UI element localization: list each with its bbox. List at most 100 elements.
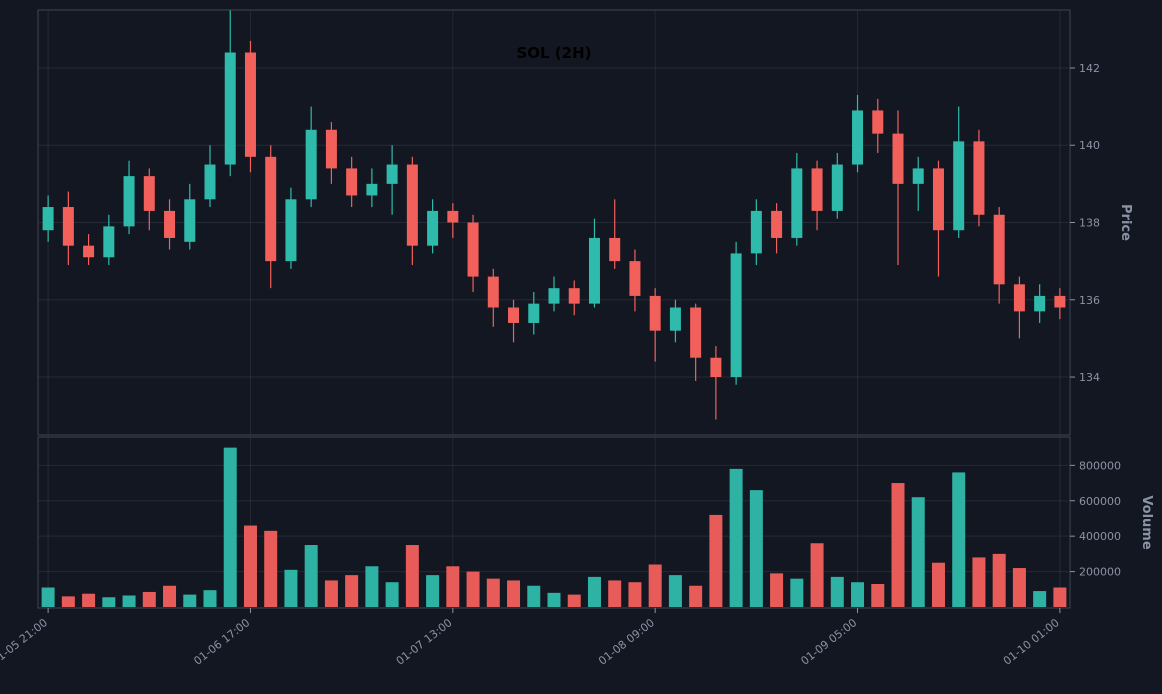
price-tick-label: 142 — [1079, 62, 1100, 75]
candle-body — [366, 183, 378, 196]
candle-body — [528, 303, 540, 323]
candle-body — [224, 52, 236, 165]
volume-bar — [82, 593, 96, 607]
volume-bar — [264, 530, 278, 607]
candle-body — [406, 164, 418, 246]
candle-body — [467, 222, 479, 277]
candle-body — [649, 295, 661, 331]
volume-bar — [142, 591, 156, 607]
candle-body — [285, 199, 297, 262]
volume-bar — [749, 490, 763, 607]
volume-bar — [61, 596, 75, 607]
price-tick-label: 138 — [1079, 217, 1100, 230]
price-tick-label: 134 — [1079, 371, 1100, 384]
volume-bar — [385, 582, 399, 607]
candle-body — [588, 237, 600, 304]
candle-body — [83, 245, 95, 258]
x-tick-label: 01-05 21:00 — [0, 616, 50, 668]
candle-body — [629, 261, 641, 296]
candle-body — [123, 176, 135, 227]
candle-body — [750, 210, 762, 254]
volume-bar — [911, 497, 925, 607]
volume-bar — [527, 585, 541, 607]
candle-body — [447, 210, 459, 223]
volume-bar — [689, 585, 703, 607]
candle-body — [346, 168, 358, 196]
volume-bar — [345, 575, 359, 607]
x-tick-label: 01-08 09:00 — [596, 616, 657, 668]
volume-bar — [770, 573, 784, 607]
volume-bar — [466, 571, 480, 607]
volume-bar — [304, 545, 318, 607]
candle-body — [1013, 284, 1025, 312]
candle-body — [609, 237, 621, 262]
volume-bar — [608, 580, 622, 607]
volume-bar — [1012, 568, 1026, 607]
candle-body — [771, 210, 783, 238]
candle-body — [811, 168, 823, 211]
volume-bar — [1053, 587, 1067, 607]
volume-bar — [324, 580, 338, 607]
volume-bar — [547, 592, 561, 607]
volume-bar — [871, 583, 885, 607]
x-tick-label: 01-07 13:00 — [394, 616, 455, 668]
volume-bar — [668, 575, 682, 607]
volume-bar — [183, 594, 197, 607]
volume-bar — [405, 545, 419, 607]
candle-body — [62, 207, 74, 246]
volume-bar — [567, 594, 581, 607]
volume-bar — [365, 566, 379, 607]
volume-bar — [891, 483, 905, 607]
candle-body — [103, 226, 115, 258]
candle-body — [325, 129, 337, 169]
volume-bar — [992, 553, 1006, 607]
volume-bar — [952, 472, 966, 607]
candle-body — [42, 207, 54, 231]
candle-body — [204, 164, 216, 200]
price-tick-label: 136 — [1079, 294, 1100, 307]
volume-bar — [648, 564, 662, 607]
candle-body — [1034, 295, 1046, 312]
volume-tick-label: 400000 — [1079, 530, 1121, 543]
candle-body — [730, 253, 742, 378]
price-tick-label: 140 — [1079, 139, 1100, 152]
volume-bar — [507, 580, 521, 607]
volume-bar — [102, 597, 116, 607]
candle-body — [791, 168, 803, 238]
volume-bar — [203, 590, 217, 607]
candle-body — [143, 176, 155, 211]
volume-bar — [830, 576, 844, 607]
candle-body — [710, 357, 722, 378]
volume-axis-label: Volume — [1139, 495, 1154, 550]
volume-bar — [790, 578, 804, 607]
candle-body — [265, 156, 277, 262]
candle-body — [993, 214, 1005, 285]
candle-body — [1054, 295, 1066, 308]
volume-bar — [851, 582, 865, 607]
candle-body — [386, 164, 398, 184]
candle-body — [184, 199, 196, 242]
candle-body — [508, 307, 520, 323]
volume-bar — [587, 576, 601, 607]
volume-bar — [223, 447, 237, 607]
candle-body — [487, 276, 499, 308]
candle-body — [892, 133, 904, 184]
volume-bar — [1033, 591, 1047, 607]
volume-tick-label: 200000 — [1079, 566, 1121, 579]
candle-body — [973, 141, 985, 215]
x-tick-label: 01-10 01:00 — [1001, 616, 1062, 668]
volume-bar — [284, 569, 298, 607]
volume-bar — [426, 575, 440, 607]
candle-body — [852, 110, 864, 165]
candle-body — [164, 210, 176, 238]
volume-bar — [810, 543, 824, 607]
volume-bar — [729, 468, 743, 607]
candle-body — [305, 129, 317, 200]
x-tick-label: 01-09 05:00 — [798, 616, 859, 668]
volume-bar — [931, 562, 945, 607]
candle-body — [244, 52, 256, 157]
volume-bar — [41, 587, 55, 607]
volume-bar — [163, 585, 177, 607]
